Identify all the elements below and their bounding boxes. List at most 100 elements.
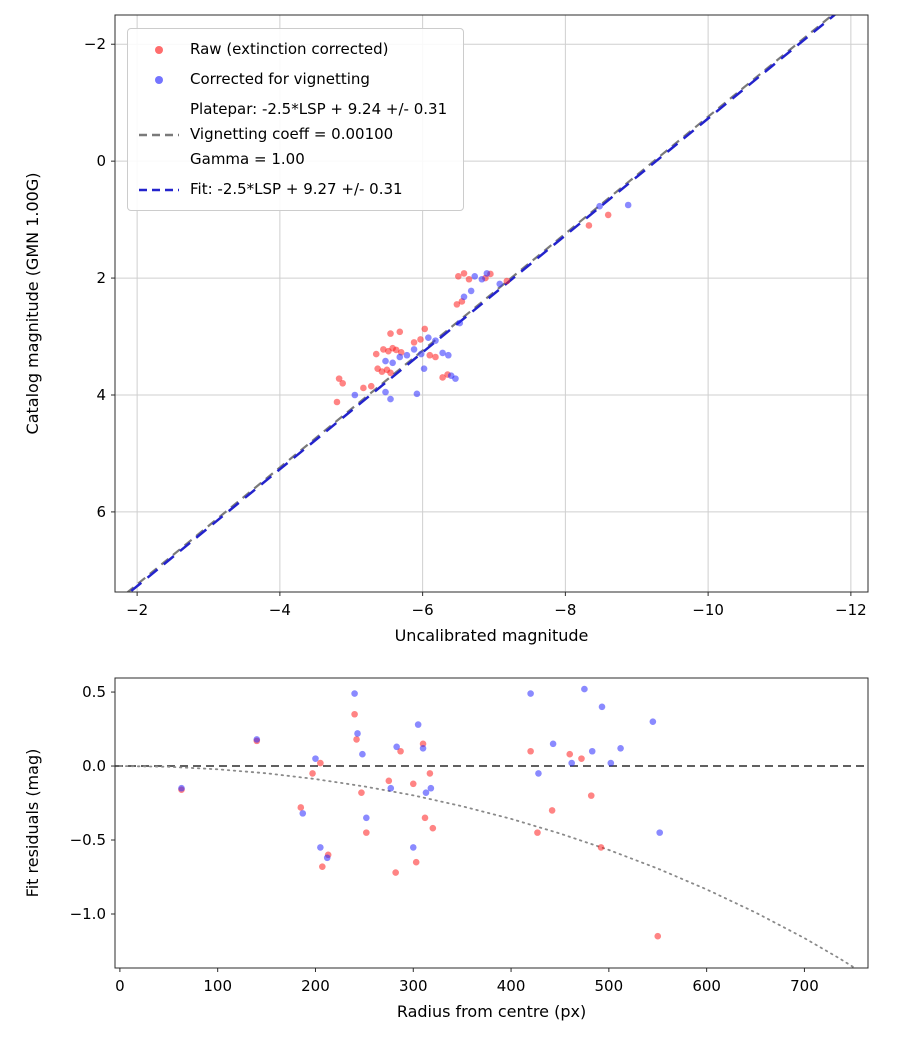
- scatter-point-raw: [417, 336, 424, 343]
- scatter-point-corrected: [396, 353, 404, 361]
- scatter-point-corrected: [581, 685, 588, 693]
- scatter-point-corrected: [299, 810, 307, 817]
- scatter-point-corrected: [312, 755, 319, 762]
- scatter-point-raw: [410, 339, 418, 346]
- scatter-point-raw: [378, 368, 386, 375]
- legend-dash-icon: [136, 185, 182, 195]
- x-tick-label: −8: [554, 601, 576, 619]
- scatter-point-raw: [372, 350, 380, 358]
- scatter-point-raw: [654, 932, 662, 940]
- scatter-point-corrected: [656, 829, 664, 836]
- scatter-point-corrected: [253, 736, 261, 743]
- legend-entry: Corrected for vignetting: [136, 67, 447, 92]
- scatter-point-corrected: [393, 743, 400, 751]
- scatter-point-corrected: [467, 287, 475, 295]
- x-tick-label: 400: [497, 977, 526, 995]
- x-tick-label: −4: [269, 601, 291, 619]
- scatter-point-raw: [397, 747, 404, 755]
- x-tick-label: 100: [203, 977, 232, 995]
- scatter-point-raw: [421, 814, 429, 822]
- scatter-point-raw: [587, 792, 595, 799]
- legend-dot-icon: [136, 45, 182, 54]
- scatter-point-corrected: [410, 346, 418, 353]
- scatter-point-raw: [309, 770, 316, 777]
- scatter-point-corrected: [607, 759, 615, 767]
- x-tick-label: −2: [126, 601, 148, 619]
- scatter-point-raw: [297, 804, 305, 811]
- scatter-point-corrected: [420, 365, 428, 372]
- x-tick-label: 700: [790, 977, 819, 995]
- scatter-point-corrected: [354, 730, 361, 737]
- scatter-point-corrected: [617, 744, 624, 752]
- scatter-point-raw: [396, 328, 404, 336]
- scatter-point-raw: [339, 379, 346, 387]
- scatter-point-raw: [566, 750, 574, 758]
- scatter-point-corrected: [596, 202, 603, 210]
- y-tick-label: 4: [96, 386, 106, 404]
- scatter-point-corrected: [649, 718, 657, 725]
- scatter-point-corrected: [387, 784, 395, 792]
- scatter-point-corrected: [363, 814, 370, 822]
- scatter-point-corrected: [351, 391, 359, 399]
- legend-label: Platepar: -2.5*LSP + 9.24 +/- 0.31 Vignet…: [190, 100, 448, 168]
- y-tick-label: −1.0: [70, 905, 106, 923]
- scatter-point-corrected: [382, 388, 389, 396]
- y-tick-label: 0.5: [82, 683, 106, 701]
- scatter-point-corrected: [413, 390, 421, 398]
- scatter-point-corrected: [527, 690, 534, 697]
- x-tick-label: −12: [835, 601, 867, 619]
- legend-entry: Raw (extinction corrected): [136, 37, 447, 62]
- scatter-point-corrected: [471, 273, 479, 280]
- legend-dash-icon: [136, 130, 182, 140]
- x-tick-label: 600: [692, 977, 721, 995]
- scatter-point-corrected: [382, 357, 389, 365]
- scatter-point-corrected: [460, 293, 468, 301]
- scatter-point-corrected: [389, 359, 396, 367]
- y-tick-label: 0.0: [82, 757, 106, 775]
- scatter-point-corrected: [624, 201, 632, 209]
- legend-dot-icon: [136, 75, 182, 84]
- scatter-point-raw: [353, 736, 360, 743]
- scatter-point-raw: [387, 330, 394, 337]
- x-tick-label: 500: [595, 977, 624, 995]
- scatter-point-raw: [429, 824, 437, 832]
- y-tick-label: −0.5: [70, 831, 106, 849]
- scatter-point-raw: [392, 346, 400, 354]
- legend-label: Raw (extinction corrected): [190, 40, 389, 58]
- x-tick-label: 300: [399, 977, 428, 995]
- scatter-point-raw: [335, 375, 343, 382]
- scatter-point-corrected: [452, 375, 459, 382]
- scatter-point-raw: [585, 222, 593, 229]
- scatter-point-raw: [460, 270, 468, 277]
- scatter-point-corrected: [568, 759, 575, 767]
- scatter-point-raw: [367, 382, 375, 390]
- legend-entry: Platepar: -2.5*LSP + 9.24 +/- 0.31 Vignet…: [136, 97, 447, 172]
- scatter-point-corrected: [496, 280, 504, 288]
- scatter-point-raw: [317, 759, 324, 767]
- y-tick-label: 2: [96, 269, 106, 287]
- scatter-point-corrected: [323, 854, 331, 862]
- scatter-point-corrected: [178, 784, 185, 792]
- scatter-point-corrected: [422, 789, 430, 796]
- scatter-point-raw: [385, 777, 393, 785]
- scatter-point-corrected: [456, 319, 464, 327]
- x-tick-label: −10: [692, 601, 724, 619]
- scatter-point-raw: [465, 275, 473, 283]
- scatter-point-raw: [597, 844, 605, 851]
- scatter-point-raw: [578, 755, 585, 762]
- scatter-point-raw: [421, 325, 429, 333]
- scatter-point-corrected: [414, 721, 422, 728]
- scatter-point-corrected: [359, 750, 366, 758]
- legend-entry: Fit: -2.5*LSP + 9.27 +/- 0.31: [136, 177, 447, 202]
- legend-label: Corrected for vignetting: [190, 70, 370, 88]
- x-tick-label: 200: [301, 977, 330, 995]
- scatter-point-corrected: [439, 349, 446, 357]
- x-axis-label: Uncalibrated magnitude: [395, 626, 589, 645]
- scatter-point-raw: [503, 277, 511, 285]
- scatter-point-corrected: [409, 844, 417, 851]
- scatter-point-raw: [439, 374, 446, 381]
- axes-0: −2 −4 −6 −8 −10 −12 −2 0 2 4 6 Uncalibrated magnitu…: [23, 14, 869, 645]
- scatter-point-corrected: [483, 270, 491, 277]
- scatter-point-raw: [387, 369, 394, 377]
